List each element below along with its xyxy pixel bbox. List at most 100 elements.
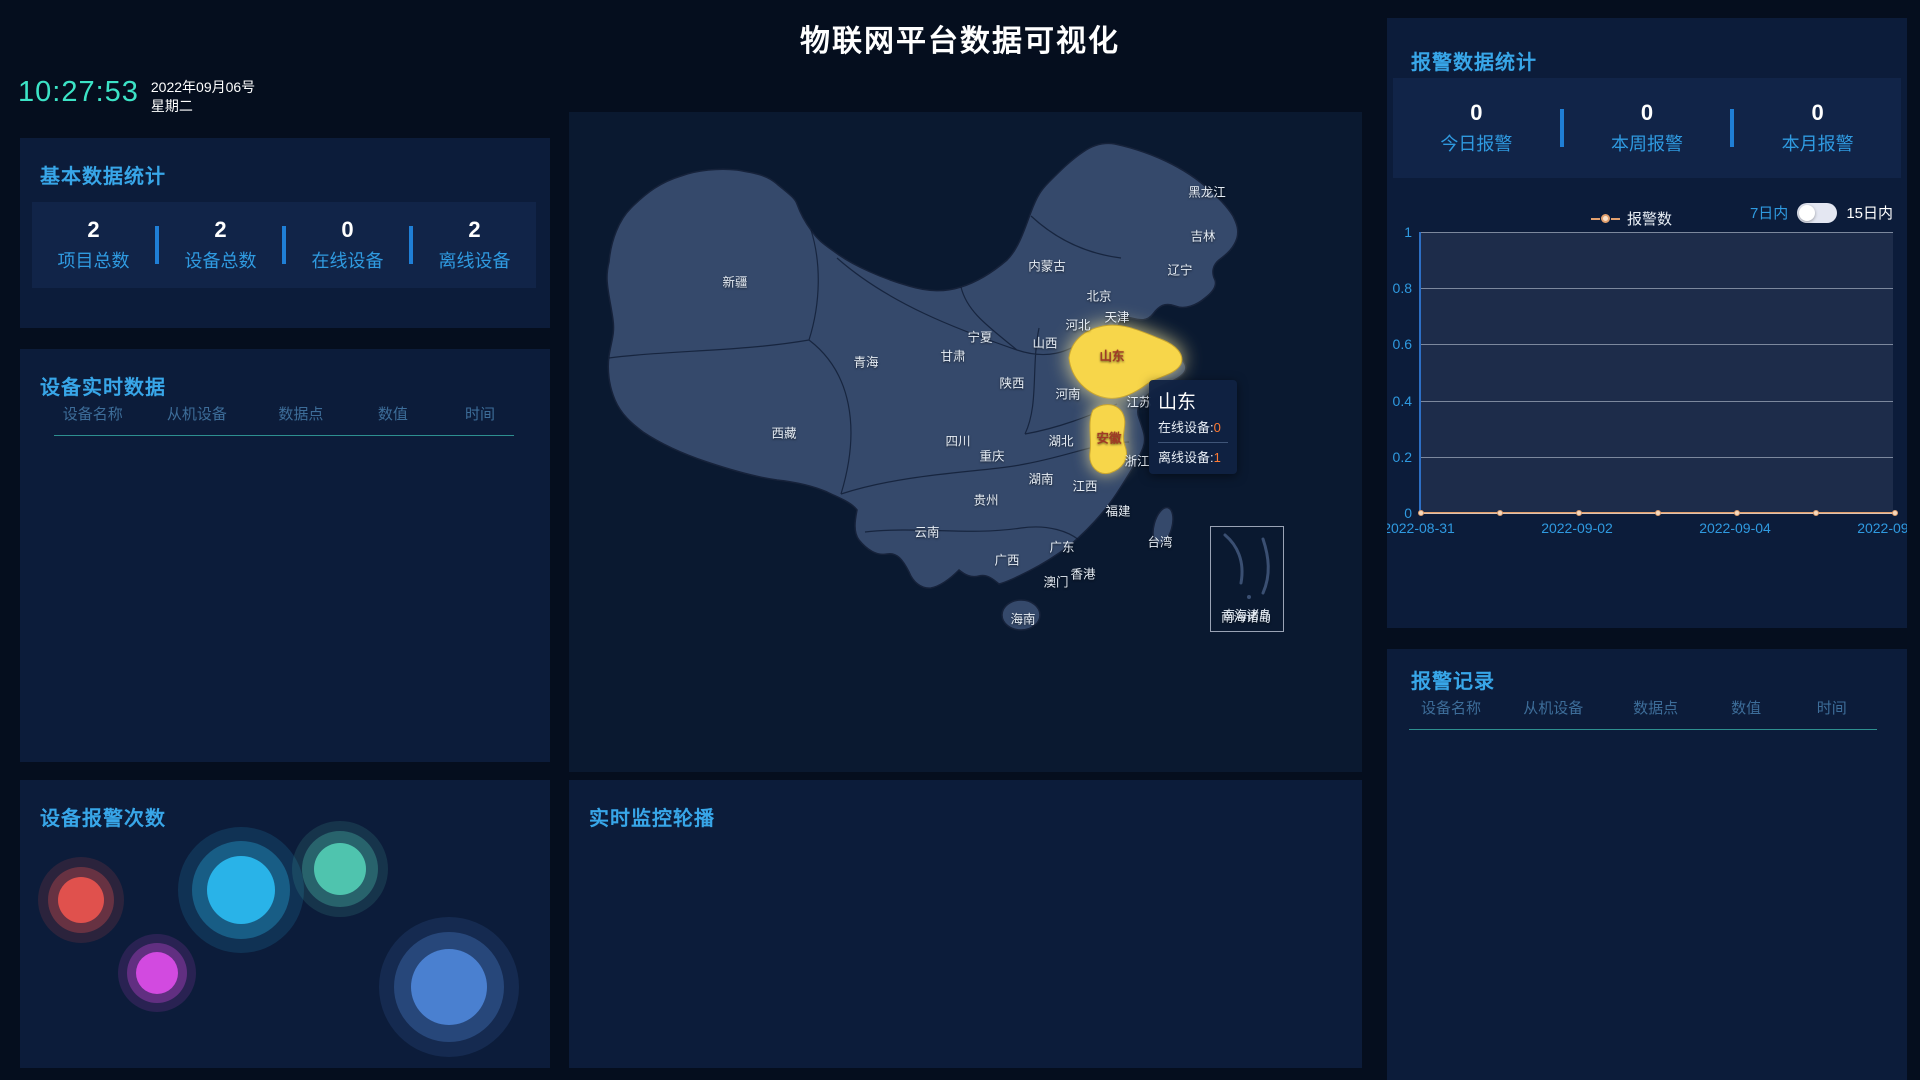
- bubble-chart: [20, 780, 550, 1068]
- stat-separator: [1559, 109, 1564, 147]
- column-header: 从机设备: [1523, 700, 1584, 717]
- inset-label: 南海诸岛: [1222, 608, 1272, 622]
- toggle-7day-label[interactable]: 7日内: [1749, 205, 1789, 222]
- alarm-bubble[interactable]: [314, 843, 366, 895]
- basic-stats-panel: 基本数据统计 2 项目总数 2 设备总数 0 在线设备 2 离线设备: [20, 138, 550, 328]
- y-tick-label: 0.8: [1392, 280, 1412, 296]
- chart-legend: 报警数: [1591, 208, 1672, 229]
- alarm-stats-title: 报警数据统计: [1411, 52, 1537, 74]
- grid-line: [1421, 344, 1893, 345]
- grid-line: [1421, 288, 1893, 289]
- stat-item: 0 本周报警: [1564, 100, 1731, 156]
- stat-label: 离线设备: [438, 251, 511, 271]
- stat-label: 本周报警: [1611, 134, 1683, 154]
- x-axis-labels: 2022-08-31 2022-09-02 2022-09-04 2022-09-06: [1387, 520, 1907, 540]
- y-tick-label: 1: [1404, 224, 1412, 240]
- grid-line: [1421, 457, 1893, 458]
- date-text: 2022年09月06号: [150, 79, 256, 95]
- legend-line: [1611, 217, 1620, 220]
- stat-value: 2: [214, 217, 227, 242]
- stat-item: 0 今日报警: [1393, 100, 1560, 156]
- stat-item: 0 本月报警: [1734, 100, 1901, 156]
- clock-block: 10:27:53 2022年09月06号 星期二: [18, 76, 255, 116]
- stat-separator: [1730, 109, 1735, 147]
- stat-item: 2 离线设备: [413, 217, 536, 273]
- alarm-count-panel: 设备报警次数: [20, 780, 550, 1068]
- column-header: 数据点: [1633, 700, 1679, 717]
- legend-line: [1591, 217, 1600, 220]
- column-header: 数值: [1731, 700, 1762, 717]
- page-title: 物联网平台数据可视化: [800, 25, 1120, 58]
- x-tick-label: 2022-09-04: [1699, 520, 1771, 536]
- data-point[interactable]: [1655, 510, 1661, 516]
- stat-value: 2: [468, 217, 481, 242]
- alarm-bubble[interactable]: [136, 952, 178, 994]
- realtime-table-header: 设备名称 从机设备 数据点 数值 时间: [42, 403, 526, 424]
- data-point[interactable]: [1418, 510, 1424, 516]
- y-tick-label: 0: [1404, 505, 1412, 521]
- basic-stats-box: 2 项目总数 2 设备总数 0 在线设备 2 离线设备: [32, 202, 536, 288]
- stat-item: 2 设备总数: [159, 217, 282, 273]
- china-map[interactable]: [569, 112, 1362, 772]
- taiwan-island[interactable]: [1149, 505, 1176, 546]
- table-header-divider: [1409, 729, 1877, 730]
- data-point[interactable]: [1497, 510, 1503, 516]
- stat-value: 0: [1811, 100, 1824, 125]
- tooltip-online-row: 在线设备:0: [1158, 420, 1221, 435]
- data-point[interactable]: [1576, 510, 1582, 516]
- realtime-data-title: 设备实时数据: [40, 377, 166, 399]
- alarm-stats-panel: 报警数据统计 0 今日报警 0 本周报警 0 本月报警 报警数 7日内 15日内 1 0.8…: [1387, 18, 1907, 628]
- alarm-bubble[interactable]: [411, 949, 487, 1025]
- monitor-carousel-panel: 实时监控轮播: [569, 780, 1362, 1068]
- clock-time: 10:27:53: [18, 76, 139, 108]
- monitor-carousel-title: 实时监控轮播: [589, 808, 715, 830]
- toggle-knob: [1799, 204, 1816, 221]
- alarm-bubble[interactable]: [58, 877, 104, 923]
- stat-separator: [155, 226, 159, 264]
- table-header-divider: [54, 435, 514, 436]
- province-borders: [608, 215, 1130, 541]
- range-toggle: 7日内 15日内: [1750, 202, 1893, 223]
- y-tick-label: 0.2: [1392, 449, 1412, 465]
- column-header: 数值: [377, 406, 408, 423]
- alarm-table-header: 设备名称 从机设备 数据点 数值 时间: [1401, 697, 1877, 718]
- x-tick-label: 2022-09-02: [1541, 520, 1613, 536]
- stat-value: 0: [1470, 100, 1483, 125]
- stat-label: 设备总数: [184, 251, 257, 271]
- map-tooltip: 山东 在线设备:0 离线设备:1: [1149, 380, 1237, 474]
- tooltip-divider: [1158, 442, 1228, 443]
- y-tick-label: 0.6: [1392, 336, 1412, 352]
- stat-label: 在线设备: [311, 251, 384, 271]
- range-toggle-switch[interactable]: [1797, 202, 1838, 223]
- stat-value: 0: [341, 217, 354, 242]
- tooltip-offline-row: 离线设备:1: [1158, 450, 1221, 465]
- toggle-15day-label[interactable]: 15日内: [1846, 205, 1893, 222]
- stat-item: 2 项目总数: [32, 217, 155, 273]
- column-header: 时间: [1816, 700, 1847, 717]
- alarm-trend-chart[interactable]: [1418, 232, 1898, 516]
- alarm-records-title: 报警记录: [1411, 671, 1495, 693]
- data-point[interactable]: [1892, 510, 1898, 516]
- stat-value: 0: [1640, 100, 1654, 125]
- south-china-sea-shapes: [1223, 533, 1270, 599]
- alarm-count-title: 设备报警次数: [40, 808, 166, 830]
- y-tick-label: 0.4: [1392, 393, 1412, 409]
- stat-separator: [409, 226, 413, 264]
- realtime-data-panel: 设备实时数据 设备名称 从机设备 数据点 数值 时间: [20, 349, 550, 762]
- alarm-bubble[interactable]: [207, 856, 275, 924]
- hainan-island[interactable]: [1001, 599, 1041, 631]
- weekday-text: 星期二: [150, 98, 193, 114]
- data-point[interactable]: [1813, 510, 1819, 516]
- stat-value: 2: [87, 217, 100, 242]
- grid-line: [1421, 232, 1893, 233]
- y-axis-labels: 1 0.8 0.6 0.4 0.2 0: [1387, 224, 1414, 521]
- legend-marker-icon: [1601, 214, 1610, 223]
- basic-stats-title: 基本数据统计: [40, 166, 166, 188]
- column-header: 设备名称: [1420, 700, 1481, 717]
- anhui-highlight[interactable]: [1089, 404, 1127, 475]
- column-header: 数据点: [278, 406, 324, 423]
- x-tick-label: 2022-08-31: [1387, 520, 1455, 536]
- stat-label: 本月报警: [1781, 134, 1854, 154]
- data-point[interactable]: [1734, 510, 1740, 516]
